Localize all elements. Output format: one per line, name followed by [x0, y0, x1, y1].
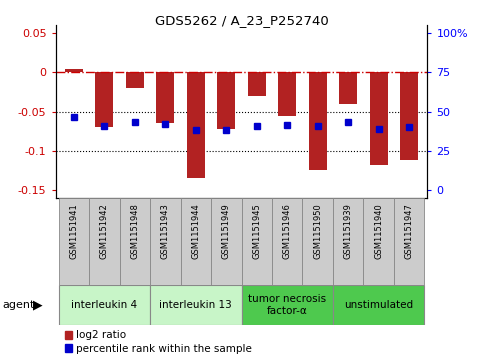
FancyBboxPatch shape [363, 198, 394, 285]
FancyBboxPatch shape [181, 198, 211, 285]
FancyBboxPatch shape [302, 198, 333, 285]
Text: GSM1151942: GSM1151942 [100, 203, 109, 259]
Text: tumor necrosis
factor-α: tumor necrosis factor-α [248, 294, 327, 316]
Bar [309, 73, 327, 170]
Text: interleukin 13: interleukin 13 [159, 300, 232, 310]
Bar [400, 73, 418, 160]
FancyBboxPatch shape [333, 285, 425, 325]
FancyBboxPatch shape [150, 198, 181, 285]
FancyBboxPatch shape [58, 285, 150, 325]
FancyBboxPatch shape [272, 198, 302, 285]
Text: GSM1151943: GSM1151943 [161, 203, 170, 259]
FancyBboxPatch shape [89, 198, 120, 285]
Text: interleukin 4: interleukin 4 [71, 300, 137, 310]
Text: GSM1151939: GSM1151939 [344, 203, 353, 259]
Bar [217, 73, 235, 129]
Bar [278, 73, 297, 115]
FancyBboxPatch shape [150, 285, 242, 325]
FancyBboxPatch shape [242, 198, 272, 285]
Bar [65, 69, 83, 73]
Text: GSM1151944: GSM1151944 [191, 203, 200, 259]
Bar [126, 73, 144, 88]
Bar [95, 73, 114, 127]
Bar [339, 73, 357, 104]
Bar [248, 73, 266, 96]
Text: GSM1151948: GSM1151948 [130, 203, 139, 259]
FancyBboxPatch shape [211, 198, 242, 285]
Text: GSM1151946: GSM1151946 [283, 203, 292, 259]
Text: GDS5262 / A_23_P252740: GDS5262 / A_23_P252740 [155, 15, 328, 28]
Text: GSM1151947: GSM1151947 [405, 203, 413, 259]
Legend: log2 ratio, percentile rank within the sample: log2 ratio, percentile rank within the s… [61, 326, 256, 358]
Text: ▶: ▶ [33, 298, 43, 311]
FancyBboxPatch shape [242, 285, 333, 325]
Text: agent: agent [2, 300, 35, 310]
Text: GSM1151940: GSM1151940 [374, 203, 383, 259]
FancyBboxPatch shape [394, 198, 425, 285]
Bar [156, 73, 174, 123]
Text: GSM1151941: GSM1151941 [70, 203, 78, 259]
FancyBboxPatch shape [120, 198, 150, 285]
Text: GSM1151945: GSM1151945 [252, 203, 261, 259]
Bar [186, 73, 205, 178]
Text: GSM1151950: GSM1151950 [313, 203, 322, 259]
FancyBboxPatch shape [333, 198, 363, 285]
Bar [369, 73, 388, 165]
Text: GSM1151949: GSM1151949 [222, 203, 231, 259]
FancyBboxPatch shape [58, 198, 89, 285]
Text: unstimulated: unstimulated [344, 300, 413, 310]
